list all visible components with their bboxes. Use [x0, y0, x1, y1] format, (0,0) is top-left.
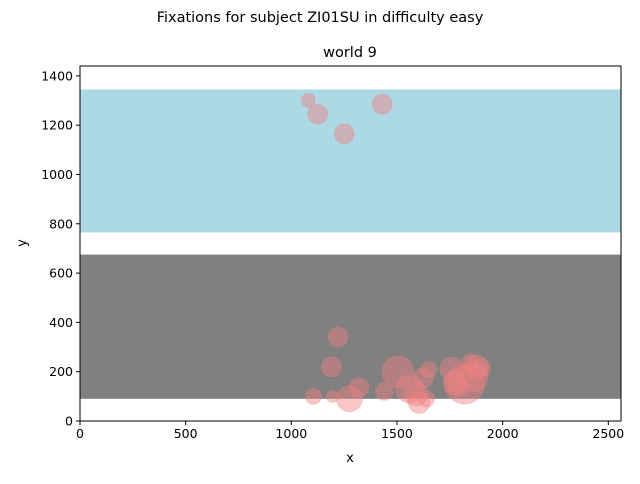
fixation-point	[326, 389, 340, 403]
fixation-point	[335, 385, 363, 413]
x-tick-label: 2000	[487, 426, 519, 441]
background-regions	[80, 89, 621, 399]
fixation-point	[463, 354, 489, 380]
fixation-point	[412, 367, 434, 389]
fixation-point	[407, 391, 431, 415]
x-tick-label: 1500	[381, 426, 413, 441]
y-tick-label: 200	[49, 364, 73, 379]
chart-title: world 9	[323, 45, 377, 61]
plot-frame	[79, 65, 622, 422]
fixation-point	[374, 381, 394, 401]
fixation-point	[472, 358, 492, 378]
region-ground	[80, 254, 621, 399]
x-axis-label: x	[346, 451, 354, 466]
fixation-point	[348, 377, 370, 399]
x-axis: 0 500 1000 1500 2000 2500	[76, 421, 624, 441]
fixation-point	[461, 353, 479, 371]
x-tick-label: 2500	[592, 426, 624, 441]
y-tick-label: 600	[49, 266, 73, 281]
y-tick-label: 800	[49, 216, 73, 231]
fixation-point	[395, 374, 425, 404]
y-tick-label: 1000	[41, 167, 73, 182]
y-tick-label: 400	[49, 315, 73, 330]
x-tick-label: 1000	[275, 426, 307, 441]
fixation-point	[457, 361, 489, 393]
fixation-point	[444, 363, 486, 405]
fixation-points	[300, 93, 492, 415]
y-axis: 0 200 400 600 800 1000 1200 1400	[41, 68, 80, 429]
y-tick-label: 0	[65, 414, 73, 429]
fixation-point	[327, 326, 349, 348]
fixation-point	[300, 93, 316, 109]
y-tick-label: 1200	[41, 118, 73, 133]
fixation-point	[381, 355, 415, 389]
fixation-point	[371, 93, 393, 115]
fixation-point	[439, 356, 465, 382]
x-tick-label: 0	[76, 426, 84, 441]
fixation-point	[420, 360, 438, 378]
fixation-point	[320, 356, 342, 378]
fixation-point	[307, 103, 329, 125]
fixation-point	[442, 370, 468, 396]
fixation-point	[447, 375, 469, 397]
chart-suptitle: Fixations for subject ZI01SU in difficul…	[157, 10, 484, 26]
fixation-point	[418, 390, 436, 408]
fixation-point	[403, 381, 429, 407]
y-axis-label: y	[15, 239, 30, 247]
x-tick-label: 500	[174, 426, 198, 441]
y-tick-label: 1400	[41, 68, 73, 83]
region-sky	[80, 89, 621, 233]
fixation-point	[333, 123, 355, 145]
fixation-point	[305, 387, 323, 405]
